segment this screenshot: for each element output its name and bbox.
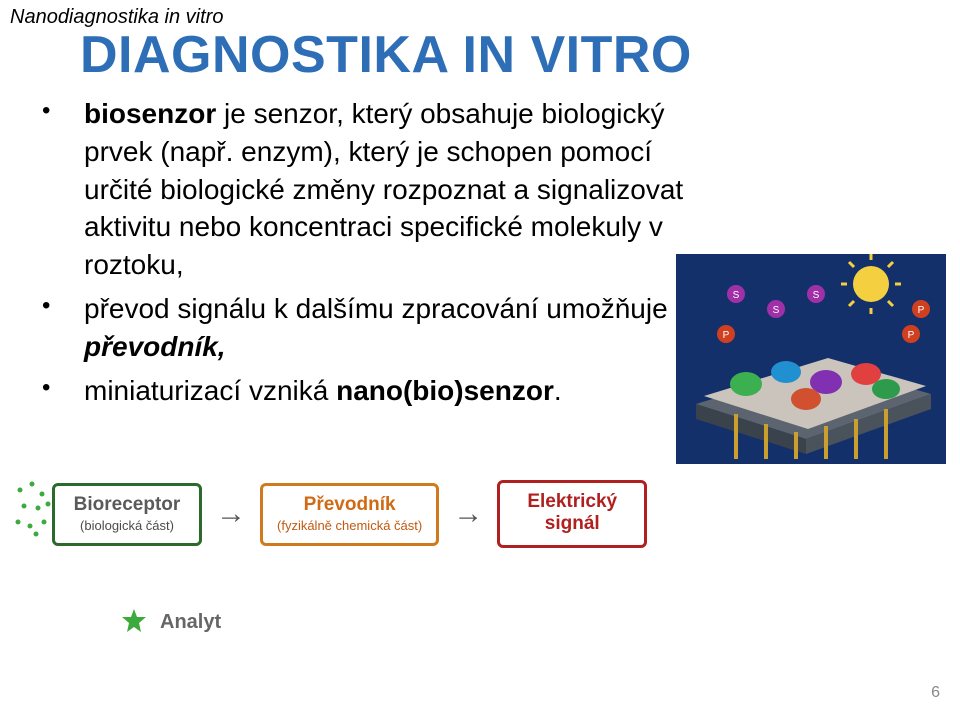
signal-box: Elektrický signál <box>497 480 647 548</box>
page-title: DIAGNOSTIKA IN VITRO <box>80 25 940 85</box>
schematic-flow: Bioreceptor (biologická část) → Převodní… <box>52 480 647 548</box>
biosensor-chip-image: S S S P P P <box>676 254 946 464</box>
arrow-icon: → <box>453 497 483 531</box>
box-title: Převodník <box>277 494 422 516</box>
bullet-list: biosenzor je senzor, který obsahuje biol… <box>24 95 724 409</box>
bullet-bold: biosenzor <box>84 98 216 129</box>
svg-text:S: S <box>773 305 780 316</box>
bullet-text: převod signálu k dalšímu zpracování umož… <box>84 293 668 324</box>
bullet-text: miniaturizací vzniká <box>84 375 336 406</box>
svg-text:P: P <box>908 330 915 341</box>
list-item: biosenzor je senzor, který obsahuje biol… <box>24 95 724 284</box>
box-title: Bioreceptor <box>69 494 185 516</box>
svg-text:S: S <box>813 290 820 301</box>
analyt-label: Analyt <box>160 611 221 634</box>
list-item: převod signálu k dalšímu zpracování umož… <box>24 290 724 366</box>
analyte-dots-icon <box>12 478 56 538</box>
arrow-icon: → <box>216 497 246 531</box>
bullet-bold: nano(bio)senzor <box>336 375 554 406</box>
box-subtitle: signál <box>514 513 630 535</box>
svg-text:S: S <box>733 290 740 301</box>
bullet-bold: převodník, <box>84 331 226 362</box>
page-number: 6 <box>931 684 940 702</box>
star-icon <box>120 608 148 636</box>
bioreceptor-box: Bioreceptor (biologická část) <box>52 483 202 546</box>
box-subtitle: (fyzikálně chemická část) <box>277 518 422 533</box>
box-subtitle: (biologická část) <box>69 518 185 533</box>
svg-text:P: P <box>723 330 730 341</box>
svg-text:P: P <box>918 305 925 316</box>
transducer-box: Převodník (fyzikálně chemická část) <box>260 483 439 546</box>
box-title: Elektrický <box>514 491 630 513</box>
list-item: miniaturizací vzniká nano(bio)senzor. <box>24 372 724 410</box>
analyt-legend: Analyt <box>120 608 221 636</box>
bullet-text: . <box>554 375 562 406</box>
